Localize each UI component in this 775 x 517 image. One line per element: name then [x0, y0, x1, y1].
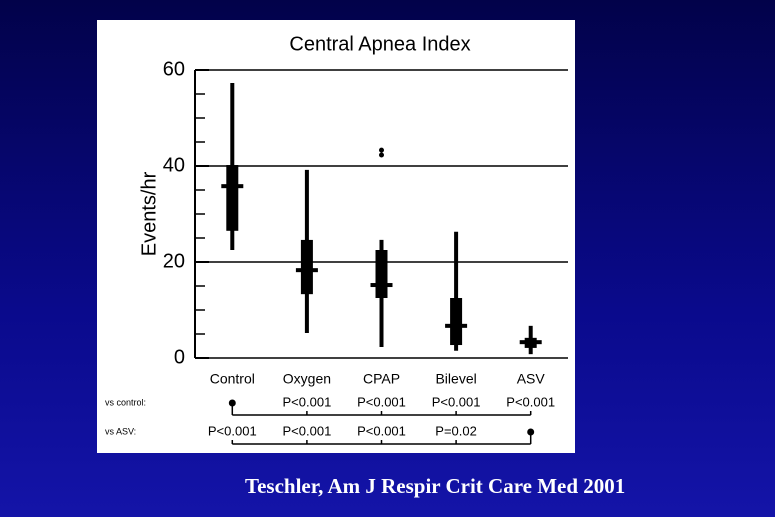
chart-title: Central Apnea Index [289, 33, 470, 55]
median [519, 340, 542, 345]
comparison-label: vs control: [105, 397, 146, 407]
x-tick-label: Bilevel [435, 371, 476, 387]
outlier [379, 147, 384, 153]
p-value: P<0.001 [357, 394, 406, 409]
y-tick-label: 20 [163, 250, 185, 272]
y-tick-label: 0 [174, 346, 185, 368]
median [370, 283, 393, 288]
x-tick-label: CPAP [363, 371, 400, 387]
median [445, 323, 468, 328]
chart-panel [97, 20, 575, 453]
box [226, 165, 239, 231]
box [375, 250, 388, 298]
median [221, 184, 244, 189]
outlier [379, 152, 384, 158]
y-tick-label: 40 [163, 154, 185, 176]
box [450, 298, 463, 346]
x-tick-label: Control [210, 371, 255, 387]
comparison-label: vs ASV: [105, 426, 136, 436]
box [300, 239, 313, 295]
x-tick-label: ASV [517, 371, 546, 387]
p-value: P<0.001 [283, 394, 332, 409]
p-value: P<0.001 [357, 423, 406, 438]
median [295, 268, 318, 273]
y-axis-label: Events/hr [138, 171, 160, 256]
p-value: P<0.001 [432, 394, 481, 409]
citation: Teschler, Am J Respir Crit Care Med 2001 [245, 474, 626, 498]
p-value: P=0.02 [435, 423, 477, 438]
p-value: P<0.001 [208, 423, 257, 438]
p-value: P<0.001 [506, 394, 555, 409]
p-value: P<0.001 [283, 423, 332, 438]
x-tick-label: Oxygen [283, 371, 331, 387]
y-tick-label: 60 [163, 58, 185, 80]
